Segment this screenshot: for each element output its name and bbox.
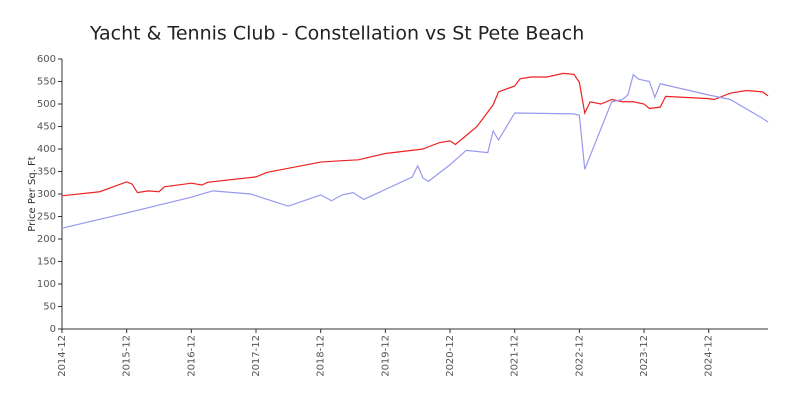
chart-title: Yacht & Tennis Club - Constellation vs S… [89, 23, 584, 45]
y-tick-label: 100 [37, 279, 56, 290]
x-tick-label: 2022-12 [574, 335, 585, 377]
line-series [61, 72, 769, 197]
x-tick-label: 2018-12 [316, 335, 327, 377]
y-tick-label: 250 [37, 212, 56, 223]
y-tick-label: 150 [37, 257, 56, 268]
y-tick-label: 300 [37, 189, 56, 200]
y-tick-label: 0 [50, 324, 56, 335]
y-tick-label: 450 [37, 122, 56, 133]
x-tick-label: 2016-12 [186, 335, 197, 377]
line-series [61, 73, 769, 229]
x-tick-label: 2017-12 [251, 335, 262, 377]
y-axis-label: Price Per Sq. Ft [27, 156, 38, 231]
y-tick-label: 350 [37, 167, 56, 178]
x-tick-label: 2015-12 [122, 335, 133, 377]
x-tick-label: 2020-12 [445, 335, 456, 377]
y-tick-label: 400 [37, 144, 56, 155]
x-tick-label: 2023-12 [639, 335, 650, 377]
x-tick-label: 2014-12 [57, 335, 68, 377]
y-tick-label: 600 [37, 54, 56, 65]
x-tick-label: 2024-12 [704, 335, 715, 377]
x-tick-label: 2019-12 [380, 335, 391, 377]
y-tick-label: 500 [37, 99, 56, 110]
x-tick-label: 2021-12 [510, 335, 521, 377]
y-tick-label: 200 [37, 234, 56, 245]
y-tick-label: 550 [37, 77, 56, 88]
y-tick-label: 50 [43, 302, 56, 313]
